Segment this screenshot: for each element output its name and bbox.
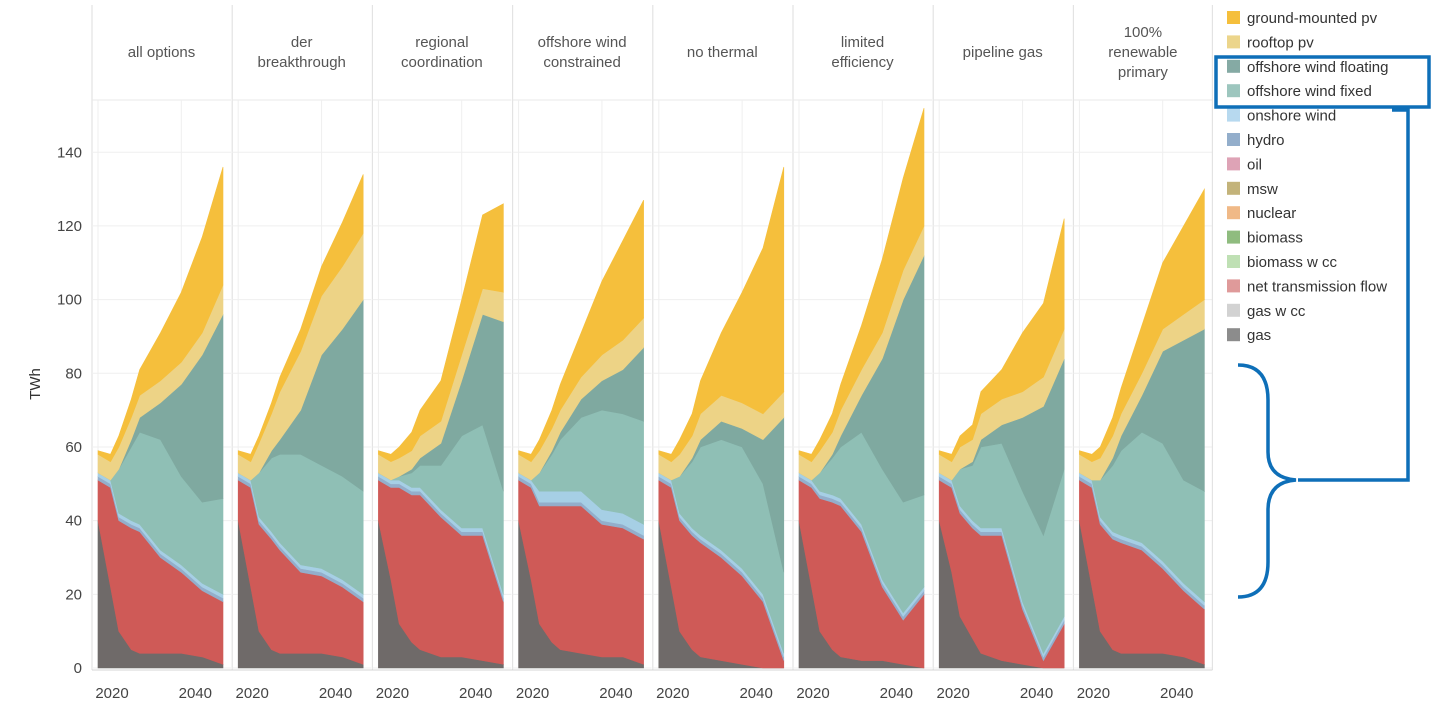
annotations — [1214, 55, 1431, 599]
y-tick-label: 120 — [57, 218, 82, 235]
y-tick-label: 0 — [74, 660, 82, 677]
panel-7: pipeline gas 2020 2040 — [932, 5, 1073, 702]
panel-title: renewable — [1108, 44, 1177, 61]
area-ground-mounted-pv — [1079, 187, 1205, 463]
x-tick-label: 2040 — [599, 685, 632, 702]
panel-4: offshore wind constrained 2020 2040 — [511, 5, 652, 702]
legend-label-net-transmission-flow: net transmission flow — [1247, 278, 1387, 295]
legend-label-biomass: biomass — [1247, 230, 1303, 247]
x-tick-label: 2040 — [1020, 685, 1053, 702]
legend-label-gas: gas — [1247, 327, 1271, 344]
y-axis: 0 20 40 60 80 100 120 140 TWh — [27, 144, 82, 677]
area-ground-mounted-pv — [97, 166, 224, 463]
x-tick-label: 2040 — [319, 685, 352, 702]
legend-swatch-msw — [1227, 181, 1240, 195]
panel-title: limited — [841, 34, 884, 51]
legend-label-msw: msw — [1247, 181, 1278, 198]
legend-swatch-net-transmission-flow — [1227, 279, 1240, 293]
legend-label-hydro: hydro — [1247, 132, 1285, 149]
legend-swatch-biomass-w-cc — [1227, 255, 1240, 268]
y-tick-label: 20 — [65, 586, 82, 603]
legend-label-oil: oil — [1247, 156, 1262, 173]
panel-2: der breakthrough 2020 2040 — [231, 5, 372, 702]
y-axis-title: TWh — [27, 368, 44, 400]
legend-swatch-biomass — [1227, 230, 1240, 244]
panel-title: pipeline gas — [963, 44, 1043, 61]
legend-swatch-gas-w-cc — [1227, 303, 1240, 317]
x-tick-label: 2040 — [459, 685, 492, 702]
y-tick-label: 60 — [65, 439, 82, 456]
panel-title: all options — [128, 44, 196, 61]
highlight-box-offshore-wind — [1214, 55, 1431, 109]
legend-label-offshore-wind-fixed: offshore wind fixed — [1247, 83, 1372, 100]
plot-area: all options 2020 2040 der breakthrough 2020 20… — [91, 5, 1214, 702]
x-tick-label: 2020 — [1077, 685, 1110, 702]
legend-label-rooftop-pv: rooftop pv — [1247, 34, 1314, 51]
legend-swatch-hydro — [1227, 133, 1240, 146]
legend-swatch-oil — [1227, 157, 1240, 171]
x-tick-label: 2020 — [937, 685, 970, 702]
legend-label-ground-mounted-pv: ground-mounted pv — [1247, 10, 1378, 27]
panel-3: regional coordination 2020 2040 — [371, 5, 512, 702]
area-ground-mounted-pv — [658, 166, 785, 463]
legend-label-gas-w-cc: gas w cc — [1247, 303, 1306, 320]
legend-swatch-offshore-wind-floating — [1227, 59, 1240, 73]
y-tick-label: 80 — [65, 365, 82, 382]
legend-label-onshore-wind: onshore wind — [1247, 108, 1336, 125]
legend: ground-mounted pv rooftop pv offshore wind… — [1227, 10, 1388, 344]
bracket-connector — [1298, 108, 1410, 482]
panel-title: offshore wind — [538, 34, 627, 51]
x-tick-label: 2020 — [796, 685, 829, 702]
x-tick-label: 2020 — [236, 685, 269, 702]
legend-swatch-offshore-wind-fixed — [1227, 84, 1240, 98]
legend-label-offshore-wind-floating: offshore wind floating — [1247, 59, 1388, 76]
x-tick-label: 2040 — [739, 685, 772, 702]
curly-brace — [1237, 363, 1297, 599]
legend-swatch-gas — [1227, 328, 1240, 342]
legend-swatch-onshore-wind — [1227, 108, 1240, 122]
area-ground-mounted-pv — [237, 174, 364, 463]
panel-title: regional — [415, 34, 468, 51]
area-ground-mounted-pv — [938, 218, 1065, 463]
panel-title: no thermal — [687, 44, 758, 61]
panel-title: constrained — [543, 54, 621, 71]
x-tick-label: 2040 — [1160, 685, 1193, 702]
y-tick-label: 100 — [57, 292, 82, 309]
x-tick-label: 2020 — [376, 685, 409, 702]
area-ground-mounted-pv — [798, 108, 925, 463]
legend-swatch-rooftop-pv — [1227, 35, 1240, 49]
panel-title: primary — [1118, 64, 1169, 81]
y-tick-label: 40 — [65, 513, 82, 530]
legend-label-biomass-w-cc: biomass w cc — [1247, 254, 1338, 271]
panel-title: der — [291, 34, 313, 51]
x-tick-label: 2020 — [656, 685, 689, 702]
panel-5: no thermal 2020 2040 — [652, 5, 792, 702]
panel-6: limited efficiency 2020 2040 — [792, 5, 932, 702]
panel-1: all options 2020 2040 — [91, 5, 231, 702]
legend-label-nuclear: nuclear — [1247, 205, 1296, 222]
panel-title: coordination — [401, 54, 483, 71]
panel-title: efficiency — [831, 54, 894, 71]
x-tick-label: 2040 — [880, 685, 913, 702]
x-tick-label: 2020 — [95, 685, 128, 702]
x-tick-label: 2040 — [179, 685, 212, 702]
panel-title: 100% — [1124, 24, 1162, 41]
area-ground-mounted-pv — [378, 203, 504, 463]
area-ground-mounted-pv — [518, 199, 644, 463]
legend-swatch-nuclear — [1227, 206, 1240, 220]
x-tick-label: 2020 — [516, 685, 549, 702]
y-tick-label: 140 — [57, 144, 82, 161]
panel-8: 100% renewable primary 2020 2040 — [1072, 5, 1213, 702]
legend-swatch-ground-mounted-pv — [1227, 11, 1240, 24]
panel-title: breakthrough — [257, 54, 345, 71]
